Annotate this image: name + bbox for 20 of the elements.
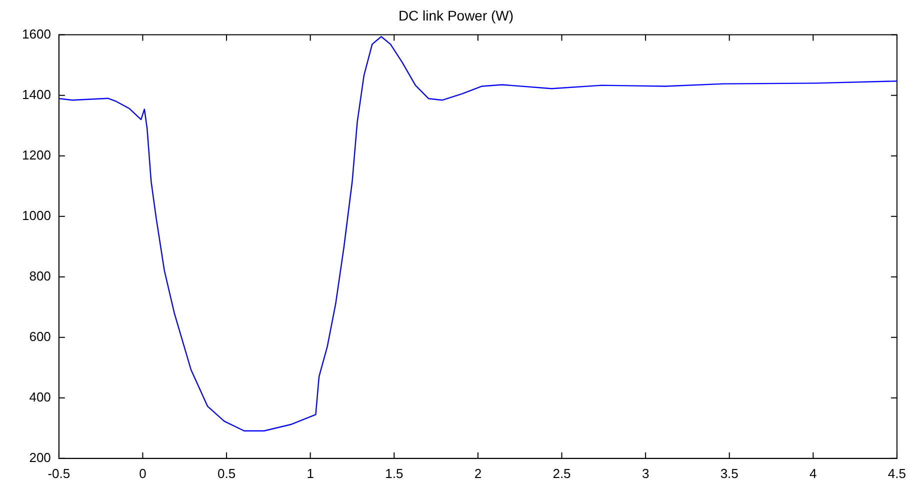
x-tick-label: 4.5 (888, 466, 906, 481)
x-tick-label: 0.5 (217, 466, 236, 481)
x-tick-label: 1.5 (385, 466, 404, 481)
x-tick-label: 3 (642, 466, 650, 481)
x-tick-label: 0 (139, 466, 146, 481)
y-tick-label: 600 (29, 328, 51, 344)
y-tick-label: 1200 (22, 147, 51, 162)
chart-title: DC link Power (W) (398, 7, 514, 24)
y-tick-label: 800 (29, 268, 51, 284)
y-tick-label: 400 (29, 389, 51, 404)
x-tick-label: 1 (306, 466, 314, 481)
y-tick-label: 1400 (22, 86, 51, 102)
x-tick-label: -0.5 (48, 466, 70, 481)
y-tick-label: 1600 (22, 26, 51, 42)
x-tick-label: 4 (810, 466, 817, 481)
y-tick-label: 1000 (22, 208, 51, 223)
x-tick-label: 3.5 (720, 466, 738, 481)
x-tick-label: 2 (474, 466, 482, 481)
x-tick-label: 2.5 (552, 466, 571, 481)
y-tick-label: 200 (29, 450, 51, 465)
